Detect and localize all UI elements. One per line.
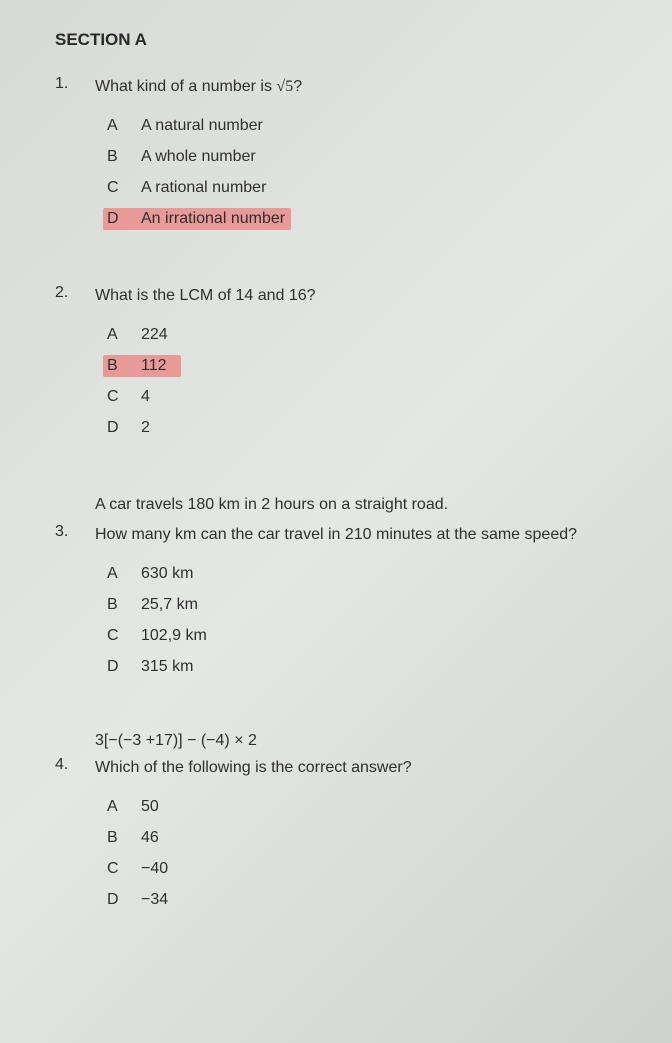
option-text: 50 bbox=[141, 798, 159, 816]
question-preamble: A car travels 180 km in 2 hours on a str… bbox=[95, 493, 632, 517]
option-letter: B bbox=[107, 829, 141, 847]
option-text: A whole number bbox=[141, 148, 256, 166]
question-text: What is the LCM of 14 and 16? bbox=[95, 284, 632, 308]
question-number: 2. bbox=[55, 284, 95, 302]
question-1: 1. What kind of a number is √5? A A natu… bbox=[55, 75, 632, 239]
option-text: 46 bbox=[141, 829, 159, 847]
option-letter: A bbox=[107, 798, 141, 816]
option-letter: A bbox=[107, 565, 141, 583]
option-letter: D bbox=[107, 891, 141, 909]
question-2: 2. What is the LCM of 14 and 16? A 224 B… bbox=[55, 284, 632, 448]
question-text: Which of the following is the correct an… bbox=[95, 756, 632, 780]
option-letter: A bbox=[107, 117, 141, 135]
option-text: 112 bbox=[141, 357, 167, 375]
option-d: D −34 bbox=[103, 889, 632, 911]
option-c: C 102,9 km bbox=[103, 625, 632, 647]
option-letter: A bbox=[107, 326, 141, 344]
option-letter: B bbox=[107, 357, 141, 375]
option-b-highlighted: B 112 bbox=[103, 355, 181, 377]
option-text: A rational number bbox=[141, 179, 266, 197]
options-list: A 224 B 112 C 4 D 2 bbox=[103, 324, 632, 439]
option-letter: C bbox=[107, 179, 141, 197]
option-letter: C bbox=[107, 860, 141, 878]
option-b: B A whole number bbox=[103, 146, 632, 168]
option-letter: C bbox=[107, 627, 141, 645]
question-preamble: 3[−(−3 +17)] − (−4) × 2 bbox=[95, 732, 632, 750]
question-text: What kind of a number is √5? bbox=[95, 75, 632, 99]
options-list: A 630 km B 25,7 km C 102,9 km D 315 km bbox=[103, 563, 632, 678]
option-text: −34 bbox=[141, 891, 168, 909]
option-letter: B bbox=[107, 596, 141, 614]
section-title: SECTION A bbox=[55, 30, 632, 50]
option-a: A A natural number bbox=[103, 115, 632, 137]
option-text: 315 km bbox=[141, 658, 193, 676]
option-b: B 46 bbox=[103, 827, 632, 849]
option-c: C A rational number bbox=[103, 177, 632, 199]
option-text: −40 bbox=[141, 860, 168, 878]
option-letter: B bbox=[107, 148, 141, 166]
option-text: 25,7 km bbox=[141, 596, 198, 614]
option-text: 224 bbox=[141, 326, 168, 344]
question-text: How many km can the car travel in 210 mi… bbox=[95, 523, 632, 547]
option-text: An irrational number bbox=[141, 210, 285, 228]
option-text: 102,9 km bbox=[141, 627, 207, 645]
option-a: A 50 bbox=[103, 796, 632, 818]
option-d: D 315 km bbox=[103, 656, 632, 678]
option-c: C 4 bbox=[103, 386, 632, 408]
option-text: 630 km bbox=[141, 565, 193, 583]
question-number: 4. bbox=[55, 756, 95, 774]
option-text: 4 bbox=[141, 388, 150, 406]
option-c: C −40 bbox=[103, 858, 632, 880]
question-4: 3[−(−3 +17)] − (−4) × 2 4. Which of the … bbox=[55, 732, 632, 920]
question-number: 1. bbox=[55, 75, 95, 93]
options-list: A A natural number B A whole number C A … bbox=[103, 115, 632, 239]
option-d: D 2 bbox=[103, 417, 632, 439]
option-d-highlighted: D An irrational number bbox=[103, 208, 291, 230]
option-text: A natural number bbox=[141, 117, 263, 135]
option-a: A 224 bbox=[103, 324, 632, 346]
question-number: 3. bbox=[55, 523, 95, 541]
option-letter: D bbox=[107, 210, 141, 228]
option-b: B 25,7 km bbox=[103, 594, 632, 616]
option-a: A 630 km bbox=[103, 563, 632, 585]
option-letter: D bbox=[107, 658, 141, 676]
option-letter: D bbox=[107, 419, 141, 437]
option-letter: C bbox=[107, 388, 141, 406]
options-list: A 50 B 46 C −40 D −34 bbox=[103, 796, 632, 911]
question-3: A car travels 180 km in 2 hours on a str… bbox=[55, 493, 632, 687]
option-text: 2 bbox=[141, 419, 150, 437]
